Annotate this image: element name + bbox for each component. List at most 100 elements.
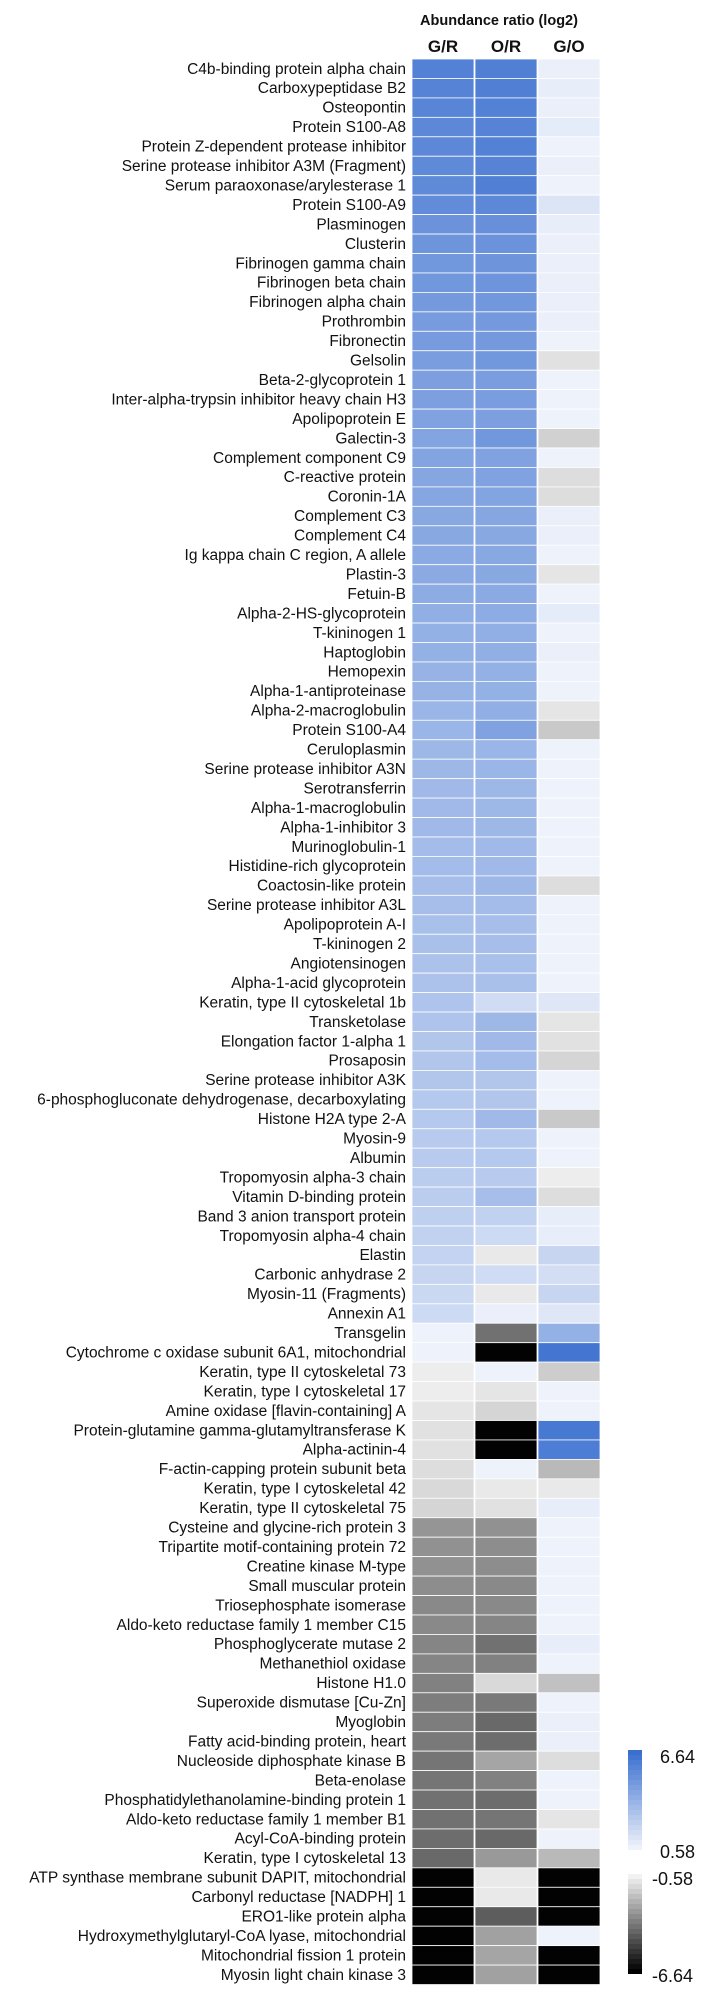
heatmap-cell <box>411 953 475 974</box>
row-label: Fibrinogen beta chain <box>257 275 406 292</box>
heatmap-cell <box>537 1828 601 1849</box>
heatmap-cell <box>411 1400 475 1421</box>
row-label: Inter-alpha-trypsin inhibitor heavy chai… <box>111 391 406 408</box>
heatmap-cell <box>411 1070 475 1091</box>
row-label: Phosphoglycerate mutase 2 <box>214 1636 406 1653</box>
legend-swatch <box>628 1755 642 1760</box>
heatmap-cell <box>411 97 475 118</box>
row-label: Apolipoprotein E <box>292 411 406 428</box>
heatmap-cell <box>411 1225 475 1246</box>
row-label: Murinoglobulin-1 <box>291 839 406 856</box>
heatmap-cell <box>474 1906 538 1927</box>
legend-label-neg-max: -0.58 <box>652 1869 693 1889</box>
heatmap-cell <box>411 1342 475 1363</box>
heatmap-cell <box>474 1614 538 1635</box>
heatmap-cell <box>474 700 538 721</box>
column-label: G/O <box>553 37 584 56</box>
heatmap-cell <box>474 253 538 274</box>
heatmap-cell <box>411 739 475 760</box>
heatmap-cell <box>537 856 601 877</box>
row-label: Amine oxidase [flavin-containing] A <box>166 1403 407 1420</box>
heatmap-cell <box>537 116 601 138</box>
heatmap-cell <box>474 369 538 391</box>
heatmap-cell <box>537 914 601 935</box>
row-label: Gelsolin <box>350 353 406 370</box>
heatmap-cell <box>474 1147 538 1169</box>
heatmap-cell <box>537 233 601 254</box>
row-label: Coactosin-like protein <box>257 878 406 895</box>
heatmap-cell <box>474 1731 538 1752</box>
heatmap-cell <box>411 1283 475 1305</box>
legend-swatch <box>628 1760 642 1765</box>
legend-swatch <box>628 1879 642 1884</box>
heatmap-cell <box>537 583 601 605</box>
heatmap-cell <box>474 505 538 527</box>
heatmap-cell <box>411 214 475 235</box>
row-label: Transgelin <box>334 1325 406 1342</box>
heatmap-cell <box>411 603 475 624</box>
legend-swatch <box>628 1790 642 1795</box>
row-label: Mitochondrial fission 1 protein <box>201 1947 406 1964</box>
heatmap-cell <box>474 758 538 780</box>
heatmap-cell <box>474 622 538 643</box>
row-label: Keratin, type I cytoskeletal 13 <box>204 1850 406 1867</box>
heatmap-cell <box>474 719 538 741</box>
heatmap-cell <box>411 1381 475 1402</box>
heatmap-cell <box>411 1964 475 1985</box>
heatmap-cell <box>537 1147 601 1169</box>
heatmap-cell <box>537 1206 601 1227</box>
heatmap-cell <box>411 525 475 546</box>
row-label: Prothrombin <box>322 314 406 331</box>
heatmap-cell <box>474 350 538 371</box>
heatmap-cell <box>411 505 475 527</box>
heatmap-cell <box>411 1420 475 1441</box>
row-label: Fibrinogen gamma chain <box>235 255 406 272</box>
heatmap-cell <box>537 1809 601 1830</box>
heatmap-cell <box>474 1886 538 1908</box>
heatmap-cell <box>411 116 475 138</box>
heatmap-cell <box>537 1108 601 1130</box>
heatmap-cell <box>411 428 475 449</box>
column-labels: G/R O/R G/O <box>428 37 585 56</box>
heatmap-cell <box>537 681 601 702</box>
heatmap-cell <box>411 1108 475 1130</box>
heatmap-cell <box>537 817 601 838</box>
heatmap-cell <box>537 1264 601 1285</box>
heatmap-cell <box>537 1614 601 1635</box>
legend-swatch <box>628 1800 642 1805</box>
heatmap-cell <box>411 330 475 352</box>
heatmap-cell <box>411 1672 475 1694</box>
heatmap-cell <box>411 1497 475 1519</box>
legend-negative-scale <box>628 1874 642 1974</box>
heatmap-cell <box>537 972 601 994</box>
row-label: Clusterin <box>345 236 406 253</box>
heatmap-cell <box>474 564 538 585</box>
heatmap-cell <box>537 194 601 215</box>
row-label: Protein S100-A9 <box>292 197 406 214</box>
heatmap-cell <box>474 155 538 177</box>
heatmap-cell <box>411 1711 475 1733</box>
row-label: Creatine kinase M-type <box>247 1558 406 1575</box>
legend-swatch <box>628 1765 642 1770</box>
heatmap-cell <box>474 78 538 99</box>
heatmap-cell <box>537 1497 601 1519</box>
heatmap-cell <box>411 408 475 429</box>
heatmap-cell <box>537 758 601 780</box>
row-label: Carboxypeptidase B2 <box>258 80 406 97</box>
heatmap-cell <box>411 972 475 994</box>
heatmap-cell <box>474 58 538 79</box>
heatmap-cell <box>537 97 601 118</box>
row-label: Myosin-11 (Fragments) <box>247 1286 406 1303</box>
legend-swatch <box>628 1750 642 1755</box>
heatmap-cell <box>474 1128 538 1149</box>
heatmap-cell <box>411 642 475 663</box>
heatmap-cell <box>474 661 538 682</box>
heatmap-cell <box>474 194 538 215</box>
legend-swatch <box>628 1785 642 1790</box>
heatmap-cell <box>411 992 475 1013</box>
heatmap-cell <box>474 1070 538 1091</box>
heatmap-cell <box>537 1381 601 1402</box>
heatmap-cell <box>537 1089 601 1110</box>
heatmap-cell <box>537 1789 601 1810</box>
heatmap-cell <box>537 389 601 410</box>
